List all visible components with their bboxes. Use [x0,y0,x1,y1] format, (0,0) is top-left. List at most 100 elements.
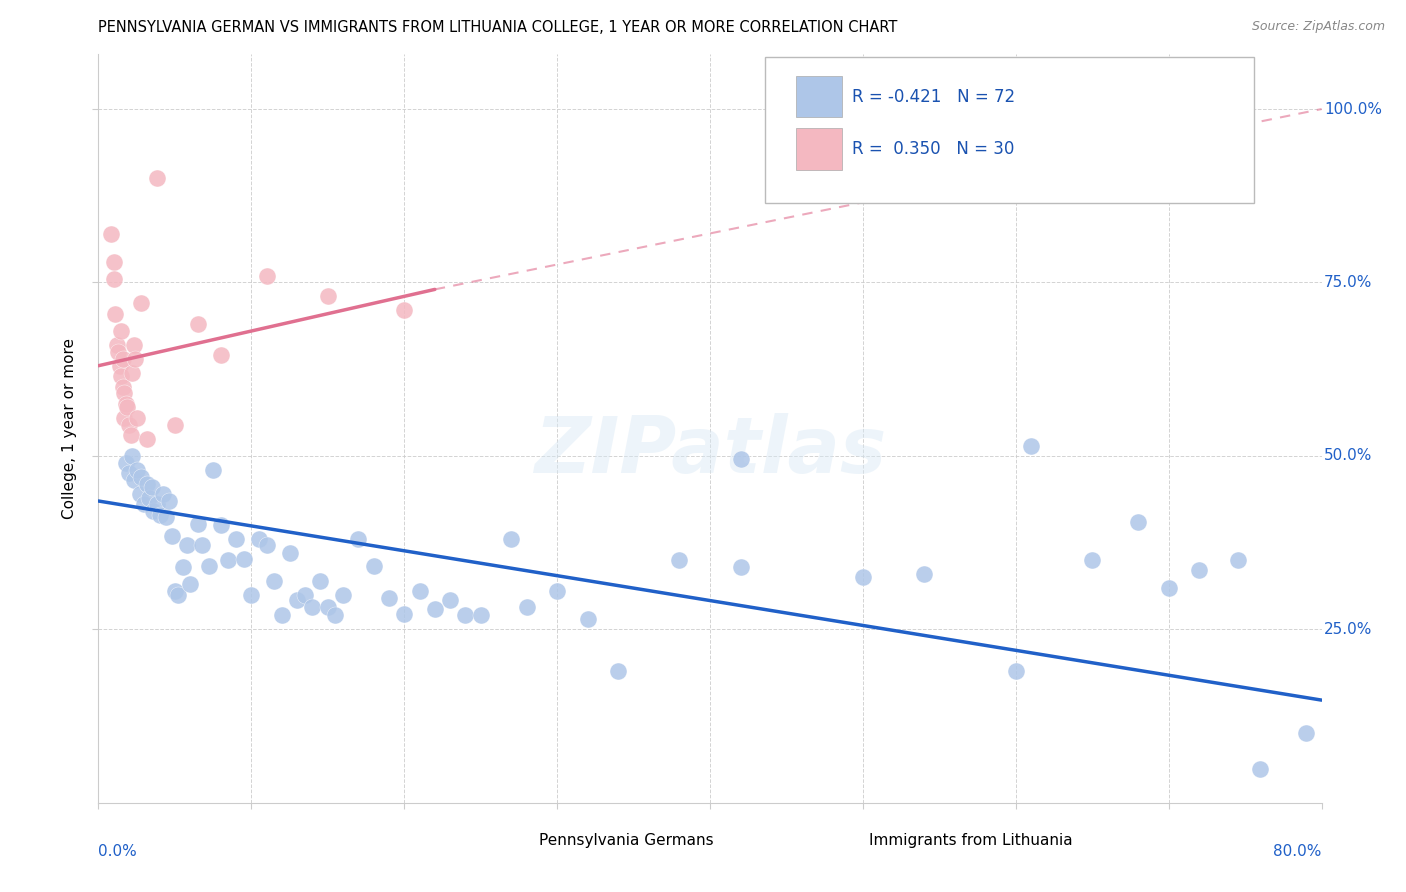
Point [125,410,148,425]
Point [187,516,209,531]
Point [191,538,214,552]
Point [118,467,141,481]
FancyBboxPatch shape [502,822,529,859]
Point [423,601,446,615]
Point [152,487,174,501]
Point [408,584,430,599]
Point [149,508,172,522]
Point [187,317,209,331]
Point [121,449,143,463]
Point [730,560,752,574]
Point [392,303,416,318]
Point [141,480,163,494]
Point [121,366,143,380]
Point [309,574,332,588]
Point [128,487,150,501]
Point [501,532,523,546]
Point [232,551,254,566]
Text: R =  0.350   N = 30: R = 0.350 N = 30 [852,140,1014,158]
Point [209,518,232,533]
FancyBboxPatch shape [796,76,842,117]
Point [240,588,263,602]
Point [142,504,165,518]
Point [103,272,125,286]
Point [157,494,180,508]
Point [129,296,152,310]
Point [197,558,219,573]
Point [378,591,401,606]
Point [176,538,198,552]
Point [115,456,138,470]
Point [145,171,167,186]
Text: 80.0%: 80.0% [1274,844,1322,859]
Point [111,351,134,366]
Point [1019,438,1042,452]
Text: 75.0%: 75.0% [1324,275,1372,290]
Point [392,607,416,621]
Point [225,532,247,546]
Point [439,593,461,607]
Point [256,538,278,552]
Text: 100.0%: 100.0% [1324,102,1382,117]
Point [103,254,125,268]
Point [1157,581,1180,595]
Point [129,469,152,483]
Point [1226,553,1249,567]
Point [668,553,690,567]
Point [179,577,201,591]
Point [167,588,190,602]
Point [163,584,186,599]
Point [607,664,630,678]
Point [115,397,138,411]
Point [105,338,128,352]
Text: Pennsylvania Germans: Pennsylvania Germans [538,833,713,847]
Text: 25.0%: 25.0% [1324,622,1372,637]
Point [134,498,156,512]
Point [217,553,239,567]
Text: PENNSYLVANIA GERMAN VS IMMIGRANTS FROM LITHUANIA COLLEGE, 1 YEAR OR MORE CORRELA: PENNSYLVANIA GERMAN VS IMMIGRANTS FROM L… [98,20,898,35]
Point [107,344,129,359]
Point [270,608,292,623]
Point [122,338,145,352]
Point [516,600,538,615]
Point [316,289,339,303]
Point [470,608,492,623]
FancyBboxPatch shape [796,128,842,169]
Point [120,428,142,442]
Point [108,359,131,373]
Point [263,574,285,588]
Point [325,608,347,623]
Point [104,307,127,321]
Text: R = -0.421   N = 72: R = -0.421 N = 72 [852,87,1015,105]
Point [1295,726,1317,740]
Point [136,432,159,446]
Point [316,600,339,615]
Text: ZIPatlas: ZIPatlas [534,413,886,489]
Point [112,410,135,425]
Text: Immigrants from Lithuania: Immigrants from Lithuania [869,833,1073,847]
Text: 0.0%: 0.0% [98,844,138,859]
Point [117,401,139,415]
Point [247,532,270,546]
Point [730,452,752,467]
Point [278,546,301,560]
Point [202,463,225,477]
Point [172,560,194,574]
Point [546,584,568,599]
Point [155,510,177,524]
Point [145,498,167,512]
Point [576,612,599,626]
Point [285,593,308,607]
Point [294,588,316,602]
Text: Source: ZipAtlas.com: Source: ZipAtlas.com [1251,20,1385,33]
Text: 50.0%: 50.0% [1324,449,1372,464]
Point [363,558,385,573]
Point [1188,563,1211,577]
Point [136,476,159,491]
FancyBboxPatch shape [765,57,1254,202]
Point [118,417,141,432]
Point [256,268,278,283]
FancyBboxPatch shape [832,822,859,859]
Point [112,386,135,401]
Point [110,369,132,384]
